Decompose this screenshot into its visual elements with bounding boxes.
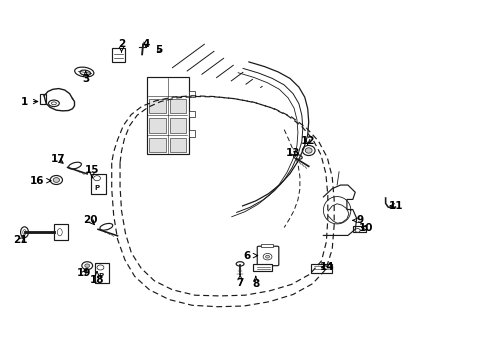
Ellipse shape [21,227,28,238]
FancyBboxPatch shape [170,138,186,152]
FancyBboxPatch shape [147,77,189,154]
FancyBboxPatch shape [189,130,195,137]
Ellipse shape [100,224,113,230]
Text: 8: 8 [252,276,259,289]
FancyBboxPatch shape [40,94,46,104]
FancyBboxPatch shape [253,264,272,271]
Text: 9: 9 [353,215,364,225]
FancyBboxPatch shape [95,263,109,283]
Ellipse shape [302,145,315,156]
Ellipse shape [294,155,302,159]
Ellipse shape [80,70,91,75]
Text: 7: 7 [236,275,244,288]
Ellipse shape [74,67,94,77]
Text: 3: 3 [82,71,89,84]
Ellipse shape [266,255,270,258]
Text: 18: 18 [90,272,104,285]
Ellipse shape [94,176,100,181]
FancyBboxPatch shape [112,48,125,62]
Text: 17: 17 [50,154,65,164]
Text: 14: 14 [320,262,335,272]
FancyBboxPatch shape [170,99,186,113]
Text: 5: 5 [156,45,163,55]
FancyBboxPatch shape [311,264,332,273]
Ellipse shape [355,229,360,232]
FancyBboxPatch shape [353,226,366,232]
Text: 16: 16 [29,176,51,186]
Text: 6: 6 [244,251,258,261]
Text: 13: 13 [286,148,300,158]
Ellipse shape [82,262,93,270]
Ellipse shape [23,230,26,235]
Ellipse shape [57,229,62,236]
Ellipse shape [305,148,312,153]
Ellipse shape [97,265,104,270]
FancyBboxPatch shape [261,244,273,247]
Text: 21: 21 [13,235,28,246]
FancyBboxPatch shape [149,99,166,113]
Text: 20: 20 [83,215,98,225]
Ellipse shape [236,262,244,266]
Text: 4: 4 [142,39,150,49]
Text: P: P [95,185,99,191]
Ellipse shape [53,177,60,182]
FancyBboxPatch shape [54,224,68,240]
Ellipse shape [51,102,56,105]
Ellipse shape [85,264,90,267]
Text: 11: 11 [389,201,403,211]
Text: 2: 2 [118,39,125,52]
Ellipse shape [263,253,272,260]
Ellipse shape [49,100,59,107]
Text: P: P [98,274,103,279]
FancyBboxPatch shape [257,246,279,266]
FancyBboxPatch shape [189,91,195,97]
Text: 1: 1 [21,96,38,107]
FancyBboxPatch shape [149,138,166,152]
FancyBboxPatch shape [170,118,186,132]
FancyBboxPatch shape [189,111,195,117]
Text: 10: 10 [359,222,374,233]
Text: 12: 12 [300,136,315,146]
Text: 15: 15 [85,165,99,178]
FancyBboxPatch shape [149,118,166,132]
Text: 19: 19 [77,268,92,278]
Ellipse shape [69,162,81,169]
FancyBboxPatch shape [91,174,106,194]
Ellipse shape [50,175,63,184]
